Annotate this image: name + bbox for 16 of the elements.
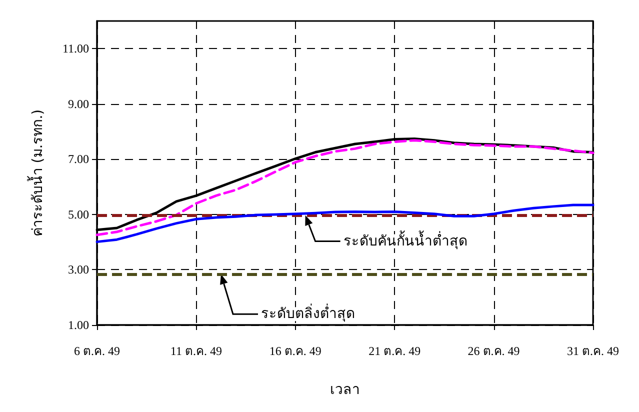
x-tick-label: 11 ต.ค. 49 xyxy=(170,344,222,358)
y-tick-label: 1.00 xyxy=(68,318,89,332)
x-tick-label: 21 ต.ค. 49 xyxy=(368,344,421,358)
y-axis-title: ค่าระดับน้ำ (ม.รทก.) xyxy=(27,109,46,237)
x-tick-label: 6 ต.ค. 49 xyxy=(74,344,120,358)
y-tick-label: 9.00 xyxy=(68,96,89,111)
x-tick-label: 16 ต.ค. 49 xyxy=(269,344,322,358)
y-tick-label: 11.00 xyxy=(62,42,89,56)
x-tick-label: 26 ต.ค. 49 xyxy=(468,344,520,358)
x-axis-title: เวลา xyxy=(330,382,360,398)
y-tick-label: 5.00 xyxy=(68,207,89,222)
y-tick-label: 3.00 xyxy=(68,262,89,277)
y-tick-label: 7.00 xyxy=(68,152,89,166)
ref-line-label: ระดับตลิ่งต่ำสุด xyxy=(261,304,355,322)
x-tick-label: 31 ต.ค. 49 xyxy=(567,344,619,358)
ref-line-label: ระดับคันกั้นน้ำต่ำสุด xyxy=(343,230,468,250)
